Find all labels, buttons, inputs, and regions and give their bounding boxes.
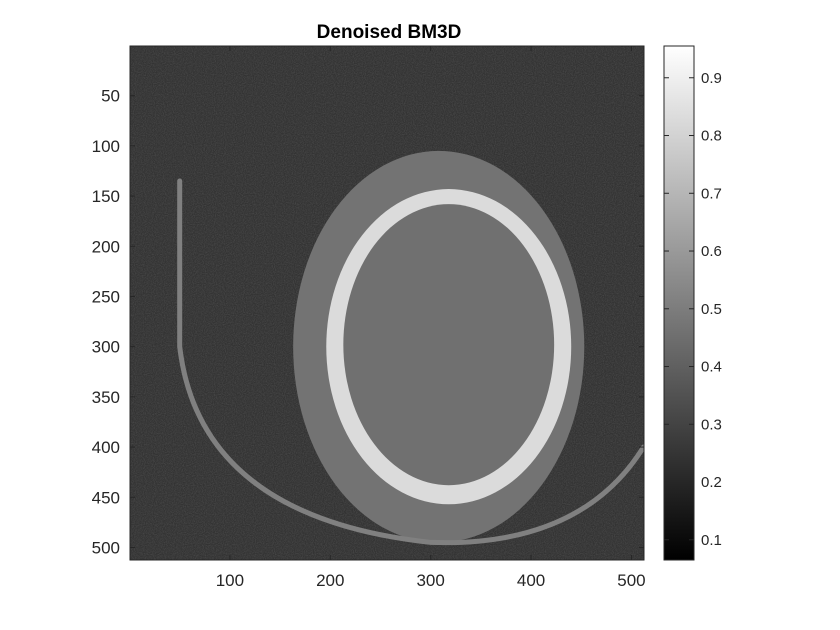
x-tick-label: 500 (617, 571, 645, 590)
colorbar: 0.1 0.2 0.3 0.4 0.5 0.6 0.7 0.8 0.9 (663, 45, 722, 561)
axes-frame (129, 45, 645, 561)
y-tick-label: 300 (92, 338, 120, 357)
colorbar-tick-label: 0.5 (701, 301, 722, 318)
y-axis: 50 100 150 200 250 300 350 400 450 500 (92, 87, 644, 557)
x-tick-label: 400 (517, 571, 545, 590)
y-tick-label: 450 (92, 488, 120, 507)
y-tick-label: 200 (92, 237, 120, 256)
x-tick-label: 100 (216, 571, 244, 590)
colorbar-tick-label: 0.3 (701, 416, 722, 433)
brain-region (343, 204, 555, 486)
head-holder-arc (177, 178, 644, 546)
chart-title: Denoised BM3D (317, 22, 462, 43)
colorbar-tick-label: 0.8 (701, 128, 722, 145)
colorbar-tick-label: 0.1 (701, 532, 722, 549)
ct-image (177, 150, 644, 546)
colorbar-tick-label: 0.9 (701, 70, 722, 87)
y-tick-label: 400 (92, 438, 120, 457)
x-tick-label: 300 (416, 571, 444, 590)
y-tick-label: 350 (92, 388, 120, 407)
y-tick-label: 50 (101, 87, 120, 106)
colorbar-tick-label: 0.2 (701, 474, 722, 491)
colorbar-tick-label: 0.7 (701, 185, 722, 202)
colorbar-tick-label: 0.6 (701, 243, 722, 260)
y-tick-label: 500 (92, 538, 120, 557)
colorbar-gradient (663, 45, 695, 561)
x-tick-label: 200 (316, 571, 344, 590)
x-axis: 100 200 300 400 500 (216, 46, 646, 590)
y-tick-label: 150 (92, 187, 120, 206)
image-axes: 100 200 300 400 500 50 100 150 200 250 300 350 400 4… (92, 45, 646, 590)
colorbar-tick-label: 0.4 (701, 359, 722, 376)
y-tick-label: 100 (92, 137, 120, 156)
y-tick-label: 250 (92, 287, 120, 306)
